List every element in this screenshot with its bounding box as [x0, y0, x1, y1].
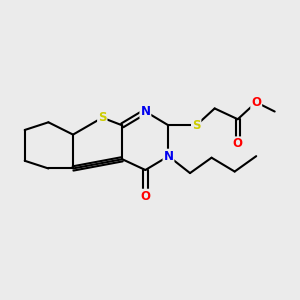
Text: N: N: [164, 150, 173, 163]
Text: O: O: [251, 96, 261, 109]
Text: S: S: [192, 119, 200, 132]
Text: S: S: [98, 111, 106, 124]
Text: O: O: [140, 190, 150, 203]
Text: O: O: [233, 137, 243, 150]
Text: N: N: [140, 105, 150, 118]
